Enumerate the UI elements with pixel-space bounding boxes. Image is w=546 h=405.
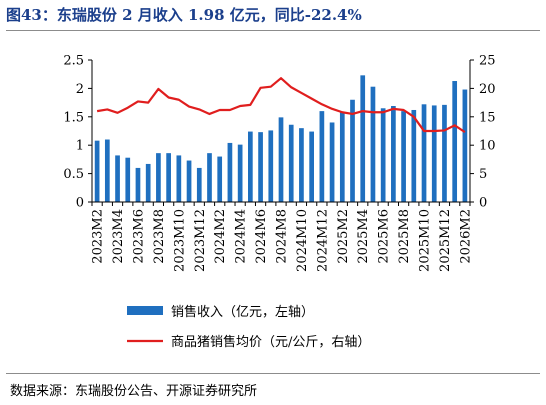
x-tick-label: 2024M8 — [275, 209, 290, 264]
figure-title: 图43：东瑞股份 2 月收入 1.98 亿元，同比-22.4% — [6, 6, 362, 24]
bar-2026M2 — [462, 89, 468, 202]
bar-2025M2 — [339, 112, 345, 202]
x-tick-label: 2025M10 — [418, 209, 433, 272]
bar-2023M2 — [94, 140, 100, 202]
bar-2024M12 — [319, 111, 325, 202]
bar-2024M9 — [288, 124, 294, 202]
source-note: 数据来源：东瑞股份公告、开源证券研究所 — [10, 384, 258, 399]
bar-2024M1 — [207, 153, 212, 202]
left-tick-label: 0.5 — [63, 167, 84, 182]
right-tick-label: 0 — [479, 196, 487, 211]
x-tick-label: 2025M6 — [377, 209, 392, 264]
bar-2025M4 — [360, 75, 366, 202]
bar-2025M7 — [391, 106, 396, 202]
x-tick-label: 2025M4 — [356, 209, 371, 264]
bar-2024M11 — [309, 131, 314, 202]
x-tick-label: 2023M10 — [172, 209, 187, 272]
bar-2023M8 — [156, 153, 161, 202]
bar-2024M5 — [248, 131, 253, 202]
bar-2025M10 — [421, 104, 427, 202]
x-tick-label: 2025M8 — [397, 209, 412, 264]
bar-2023M12 — [196, 167, 202, 202]
bar-2025M1 — [329, 122, 335, 202]
bar-2023M3 — [104, 139, 110, 202]
right-tick-label: 25 — [479, 54, 496, 69]
x-tick-label: 2024M2 — [213, 209, 228, 264]
x-tick-label: 2023M8 — [152, 209, 167, 264]
x-tick-label: 2023M6 — [131, 209, 146, 264]
bar-2025M3 — [350, 99, 355, 202]
legend-label-hog-price: 商品猪销售均价（元/公斤，右轴） — [171, 334, 370, 350]
x-tick-label: 2025M2 — [336, 209, 351, 264]
chart-axes: 0 0.5 1 1.5 2 2.5 0 5 10 15 20 25 2023M2 2023M4 2023M6… — [63, 54, 495, 272]
right-tick-label: 5 — [479, 167, 487, 182]
line-series-hog-price — [96, 77, 466, 134]
right-tick-label: 20 — [479, 82, 496, 97]
bar-2025M5 — [370, 86, 376, 202]
bar-2023M7 — [145, 163, 151, 202]
bar-2024M7 — [268, 130, 274, 202]
left-tick-label: 0 — [76, 196, 84, 211]
bar-2025M12 — [442, 104, 447, 202]
chart-legend: 销售收入（亿元，左轴） 商品猪销售均价（元/公斤，右轴） — [127, 304, 370, 350]
left-tick-label: 1.5 — [63, 110, 84, 125]
chart: 0 0.5 1 1.5 2 2.5 0 5 10 15 20 25 2023M2 2023M4 2023M6… — [63, 54, 495, 351]
source-divider — [6, 373, 540, 374]
bar-series-sales-revenue — [94, 75, 468, 202]
legend-swatch-sales-revenue — [127, 306, 163, 315]
right-tick-label: 10 — [479, 139, 496, 154]
bar-2026M1 — [452, 81, 458, 202]
x-tick-label: 2023M12 — [193, 209, 208, 272]
bar-2023M11 — [186, 160, 192, 202]
x-tick-label: 2024M4 — [234, 209, 249, 264]
left-tick-label: 2 — [76, 82, 84, 97]
bar-2023M4 — [115, 155, 120, 202]
bar-2023M6 — [135, 167, 141, 202]
x-tick-label: 2024M6 — [254, 209, 269, 264]
bar-2025M6 — [380, 108, 386, 202]
bar-2023M9 — [166, 153, 171, 202]
right-tick-label: 15 — [479, 110, 496, 125]
bar-2023M10 — [176, 155, 182, 202]
legend-label-sales-revenue: 销售收入（亿元，左轴） — [171, 304, 314, 320]
bar-2025M9 — [411, 109, 417, 202]
x-tick-label: 2024M12 — [315, 209, 330, 272]
x-tick-label: 2025M12 — [438, 209, 453, 272]
title-divider — [6, 30, 540, 31]
x-tick-label: 2026M2 — [458, 209, 473, 264]
left-tick-label: 1 — [76, 139, 84, 154]
bar-2024M3 — [227, 142, 233, 202]
bar-2025M11 — [431, 105, 437, 202]
bar-2023M5 — [125, 157, 131, 202]
left-tick-label: 2.5 — [63, 54, 84, 69]
bar-2024M8 — [278, 117, 284, 202]
bar-2024M4 — [237, 144, 243, 202]
x-tick-label: 2024M10 — [295, 209, 310, 272]
bar-2024M10 — [299, 128, 304, 202]
bar-2024M6 — [258, 132, 263, 202]
x-tick-label: 2023M4 — [111, 209, 126, 264]
bar-2024M2 — [217, 156, 223, 202]
x-tick-label: 2023M2 — [91, 209, 106, 264]
bar-2025M8 — [401, 111, 406, 202]
